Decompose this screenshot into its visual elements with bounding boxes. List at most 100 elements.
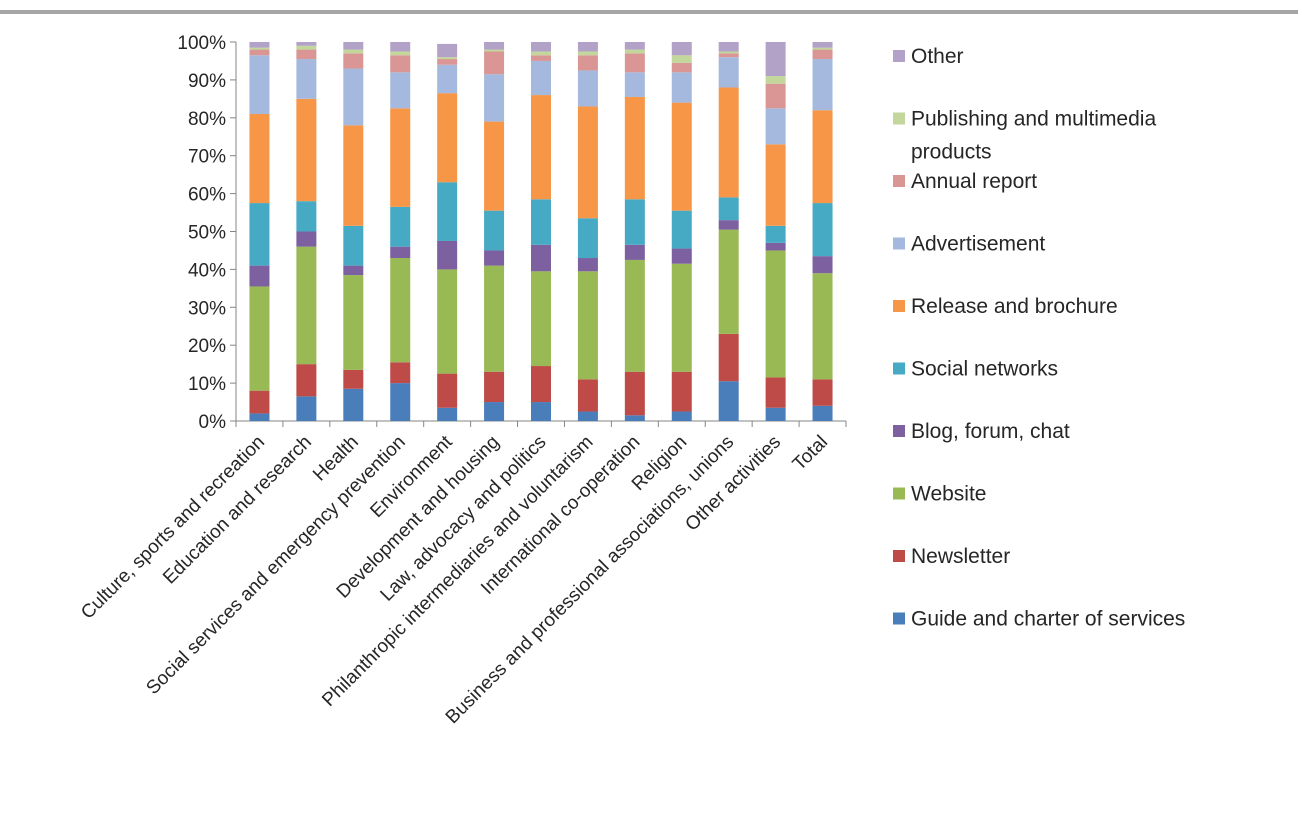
y-tick-label: 60% (188, 185, 226, 206)
bar-segment (577, 258, 598, 272)
bar-segment (671, 371, 692, 412)
bar-segment (671, 102, 692, 211)
bar-segment (296, 246, 317, 365)
bar-segment (531, 402, 551, 421)
bar-segment (671, 55, 692, 63)
bar-segment (718, 53, 739, 58)
bar-segment (484, 51, 505, 75)
legend-label: Publishing and multimedia products (911, 108, 1156, 164)
bar-segment (437, 240, 458, 270)
bar-segment (765, 250, 786, 378)
y-tick-label: 0% (199, 412, 227, 433)
bar-segment (812, 405, 833, 421)
legend-swatch (893, 425, 905, 437)
bar-segment (531, 51, 551, 56)
bar-segment (577, 379, 598, 412)
bar-segment (812, 47, 833, 50)
bar-segment (624, 259, 645, 372)
bar-segment (812, 110, 833, 204)
bar-segment (437, 373, 458, 408)
bar-segment (624, 42, 645, 50)
bar-segment (249, 55, 270, 115)
bar-segment (437, 59, 458, 65)
legend-swatch (893, 612, 905, 625)
bar-segment (437, 269, 458, 374)
bar-segment (577, 271, 598, 380)
legend-swatch (893, 50, 905, 62)
bar-segment (249, 286, 270, 391)
legend-swatch (893, 112, 905, 125)
bar-segment (390, 258, 411, 363)
bar-segment (437, 64, 458, 94)
bar-segment (296, 59, 317, 99)
bar-segment (671, 263, 692, 372)
bar-segment (296, 98, 317, 202)
bar-segment (624, 96, 645, 200)
bar-segment (765, 407, 786, 421)
bar-segment (343, 68, 364, 126)
bar-segment (577, 51, 598, 56)
bar-segment (390, 51, 411, 56)
bar-segment (718, 229, 739, 334)
bar-segment (343, 265, 364, 276)
legend-label: Blog, forum, chat (911, 420, 1070, 443)
y-tick-label: 10% (188, 374, 226, 395)
bar-segment (343, 275, 364, 370)
y-tick-label: 80% (188, 109, 226, 130)
y-tick-label: 50% (188, 223, 226, 244)
bar-segment (577, 55, 598, 71)
bar-segment (718, 57, 739, 88)
bar-segment (671, 411, 692, 421)
bar-segment (624, 72, 645, 97)
bar-segment (531, 60, 551, 96)
bar-segment (531, 95, 551, 200)
bar-segment (249, 265, 270, 287)
bar-segment (531, 199, 551, 245)
bar-segment (296, 201, 317, 232)
bar-segment (249, 390, 270, 414)
legend-label: Guide and charter of services (911, 608, 1185, 631)
bar-segment (718, 42, 739, 52)
legend-swatch (893, 237, 905, 250)
y-tick-label: 100% (177, 33, 226, 54)
bar-segment (484, 49, 505, 52)
bar-segment (531, 366, 551, 403)
bar-segment (296, 231, 317, 247)
bar-segment (531, 42, 551, 52)
bar-segment (343, 53, 364, 69)
bar-segment (671, 72, 692, 103)
bar-segment (343, 42, 364, 50)
bar-segment (624, 53, 645, 73)
bar-segment (812, 49, 833, 60)
bar-segment (484, 42, 505, 50)
bar-segment (624, 371, 645, 416)
y-tick-label: 30% (188, 298, 226, 319)
bar-segment (718, 220, 739, 230)
bar-segment (296, 45, 317, 50)
bar-segment (624, 49, 645, 54)
bar-segment (671, 248, 692, 264)
bar-segment (249, 42, 270, 48)
bar-segment (718, 87, 739, 198)
bar-segment (577, 106, 598, 219)
bar-segment (390, 72, 411, 109)
bar-segment (577, 42, 598, 52)
bar-segment (296, 364, 317, 397)
bar-segment (671, 42, 692, 56)
bar-segment (484, 74, 505, 122)
bar-segment (390, 55, 411, 73)
bar-segment (390, 42, 411, 52)
category-label: Total (789, 432, 832, 475)
bar-segment (577, 411, 598, 421)
bar-segment (671, 210, 692, 249)
bar-segment (390, 383, 411, 421)
bar-segment (812, 203, 833, 257)
bar-segment (390, 246, 411, 259)
bar-segment (718, 381, 739, 421)
legend-label: Social networks (911, 358, 1058, 381)
bar-segment (390, 108, 411, 207)
legend-swatch (893, 175, 905, 187)
bar-segment (671, 62, 692, 73)
y-tick-label: 70% (188, 147, 226, 168)
